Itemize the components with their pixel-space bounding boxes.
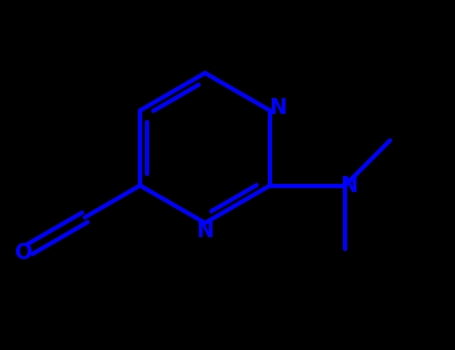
- Text: O: O: [15, 243, 32, 263]
- Text: N: N: [269, 98, 287, 119]
- Text: N: N: [340, 175, 358, 196]
- Text: N: N: [196, 221, 214, 241]
